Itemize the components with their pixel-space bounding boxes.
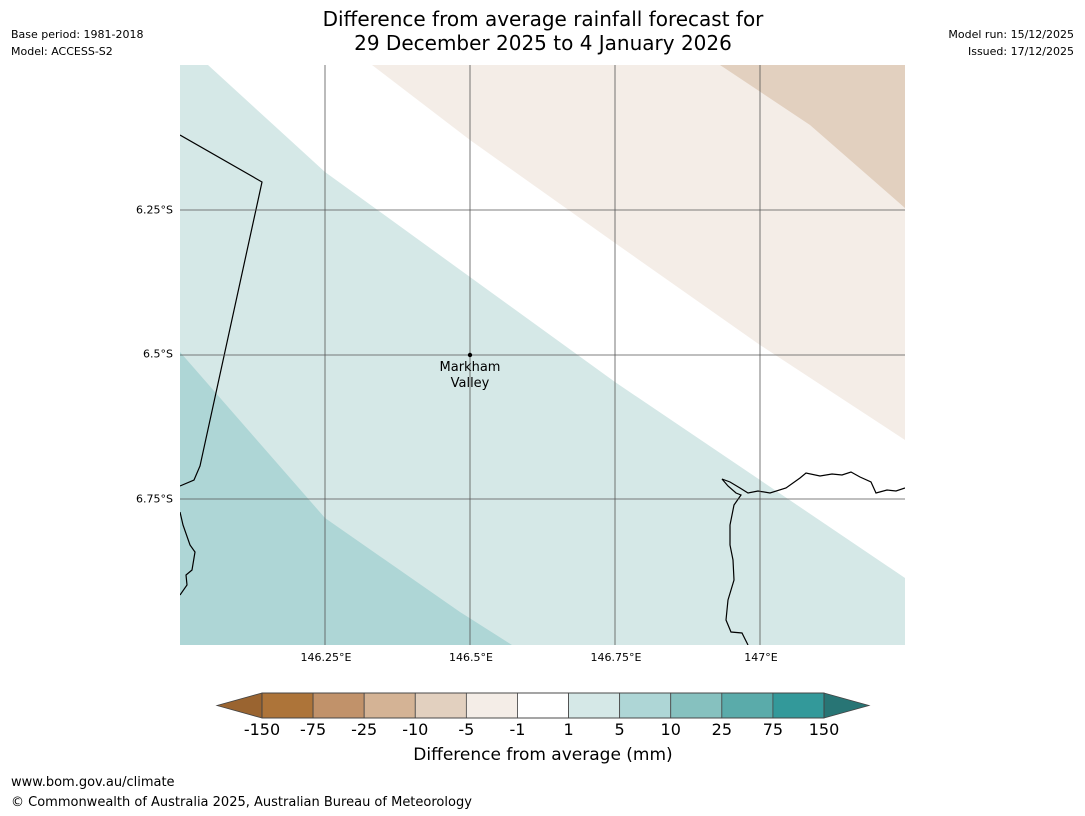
place-name-line-2: Valley [450,376,490,391]
model-run-date: Model run: 15/12/2025 [948,28,1074,41]
colorbar-cell [414,692,467,719]
map-title: Difference from average rainfall forecas… [243,7,843,55]
colorbar-cell [465,692,518,719]
colorbar-cell [363,692,416,719]
lon-label-146-25: 146.25°E [300,651,352,664]
metadata-left: Base period: 1981-2018 Model: ACCESS-S2 [11,26,143,60]
lat-label-6-75: 6.75°S [136,492,173,506]
colorbar-tick-label: 5 [614,720,625,739]
colorbar-tick-label: -25 [351,720,378,739]
colorbar-tick-label: -10 [402,720,429,739]
colorbar-cell [670,692,723,719]
title-line-1: Difference from average rainfall forecas… [322,7,764,31]
place-name-line-1: Markham [439,360,501,375]
colorbar-tick-label: -1 [509,720,526,739]
lat-label-6-25: 6.25°S [136,203,173,217]
colorbar-cell [261,692,314,719]
region-dry-minus10-to-minus5 [720,65,905,208]
issued-date: Issued: 17/12/2025 [967,45,1074,58]
colorbar-cells [261,692,825,719]
title-line-2: 29 December 2025 to 4 January 2026 [354,31,732,55]
colorbar-label: Difference from average (mm) [413,745,673,765]
region-wet-5-to-10 [180,352,512,645]
colorbar-tick-label: 75 [762,720,784,739]
location-marker[interactable] [467,352,473,358]
coastline [180,134,905,645]
model-name: Model: ACCESS-S2 [11,45,113,58]
footer-url[interactable]: www.bom.gov.au/climate [11,775,175,790]
base-period: Base period: 1981-2018 [11,28,144,41]
colorbar-cell [568,692,621,719]
colorbar-tick-label: -5 [458,720,475,739]
map-plot-area [180,65,905,645]
colorbar-min-arrow [215,692,263,719]
colorbar-cell [721,692,774,719]
colorbar-frame [261,692,825,719]
metadata-right: Model run: 15/12/2025 Issued: 17/12/2025 [948,26,1074,60]
colorbar-cell [312,692,365,719]
region-dry-minus5-to-minus1 [372,65,905,440]
lon-label-146-5: 146.5°E [449,651,493,664]
colorbar-tick-label: 10 [660,720,681,739]
lon-label-146-75: 146.75°E [590,651,642,664]
place-label-markham-valley: Markham Valley [420,360,520,392]
colorbar-cell [619,692,672,719]
footer-copyright: © Commonwealth of Australia 2025, Austra… [11,795,472,810]
colorbar-tick-label: 1 [563,720,574,739]
colorbar-tick-label: 25 [711,720,732,739]
colorbar-max-arrow [823,692,871,719]
colorbar-tick-label: -75 [300,720,327,739]
colorbar-tick-label: -150 [243,720,281,739]
lon-label-147: 147°E [744,651,778,664]
colorbar-tick-label: 150 [808,720,840,739]
colorbar-cell [517,692,569,719]
lat-label-6-5: 6.5°S [143,347,173,361]
colorbar-cell [772,692,825,719]
